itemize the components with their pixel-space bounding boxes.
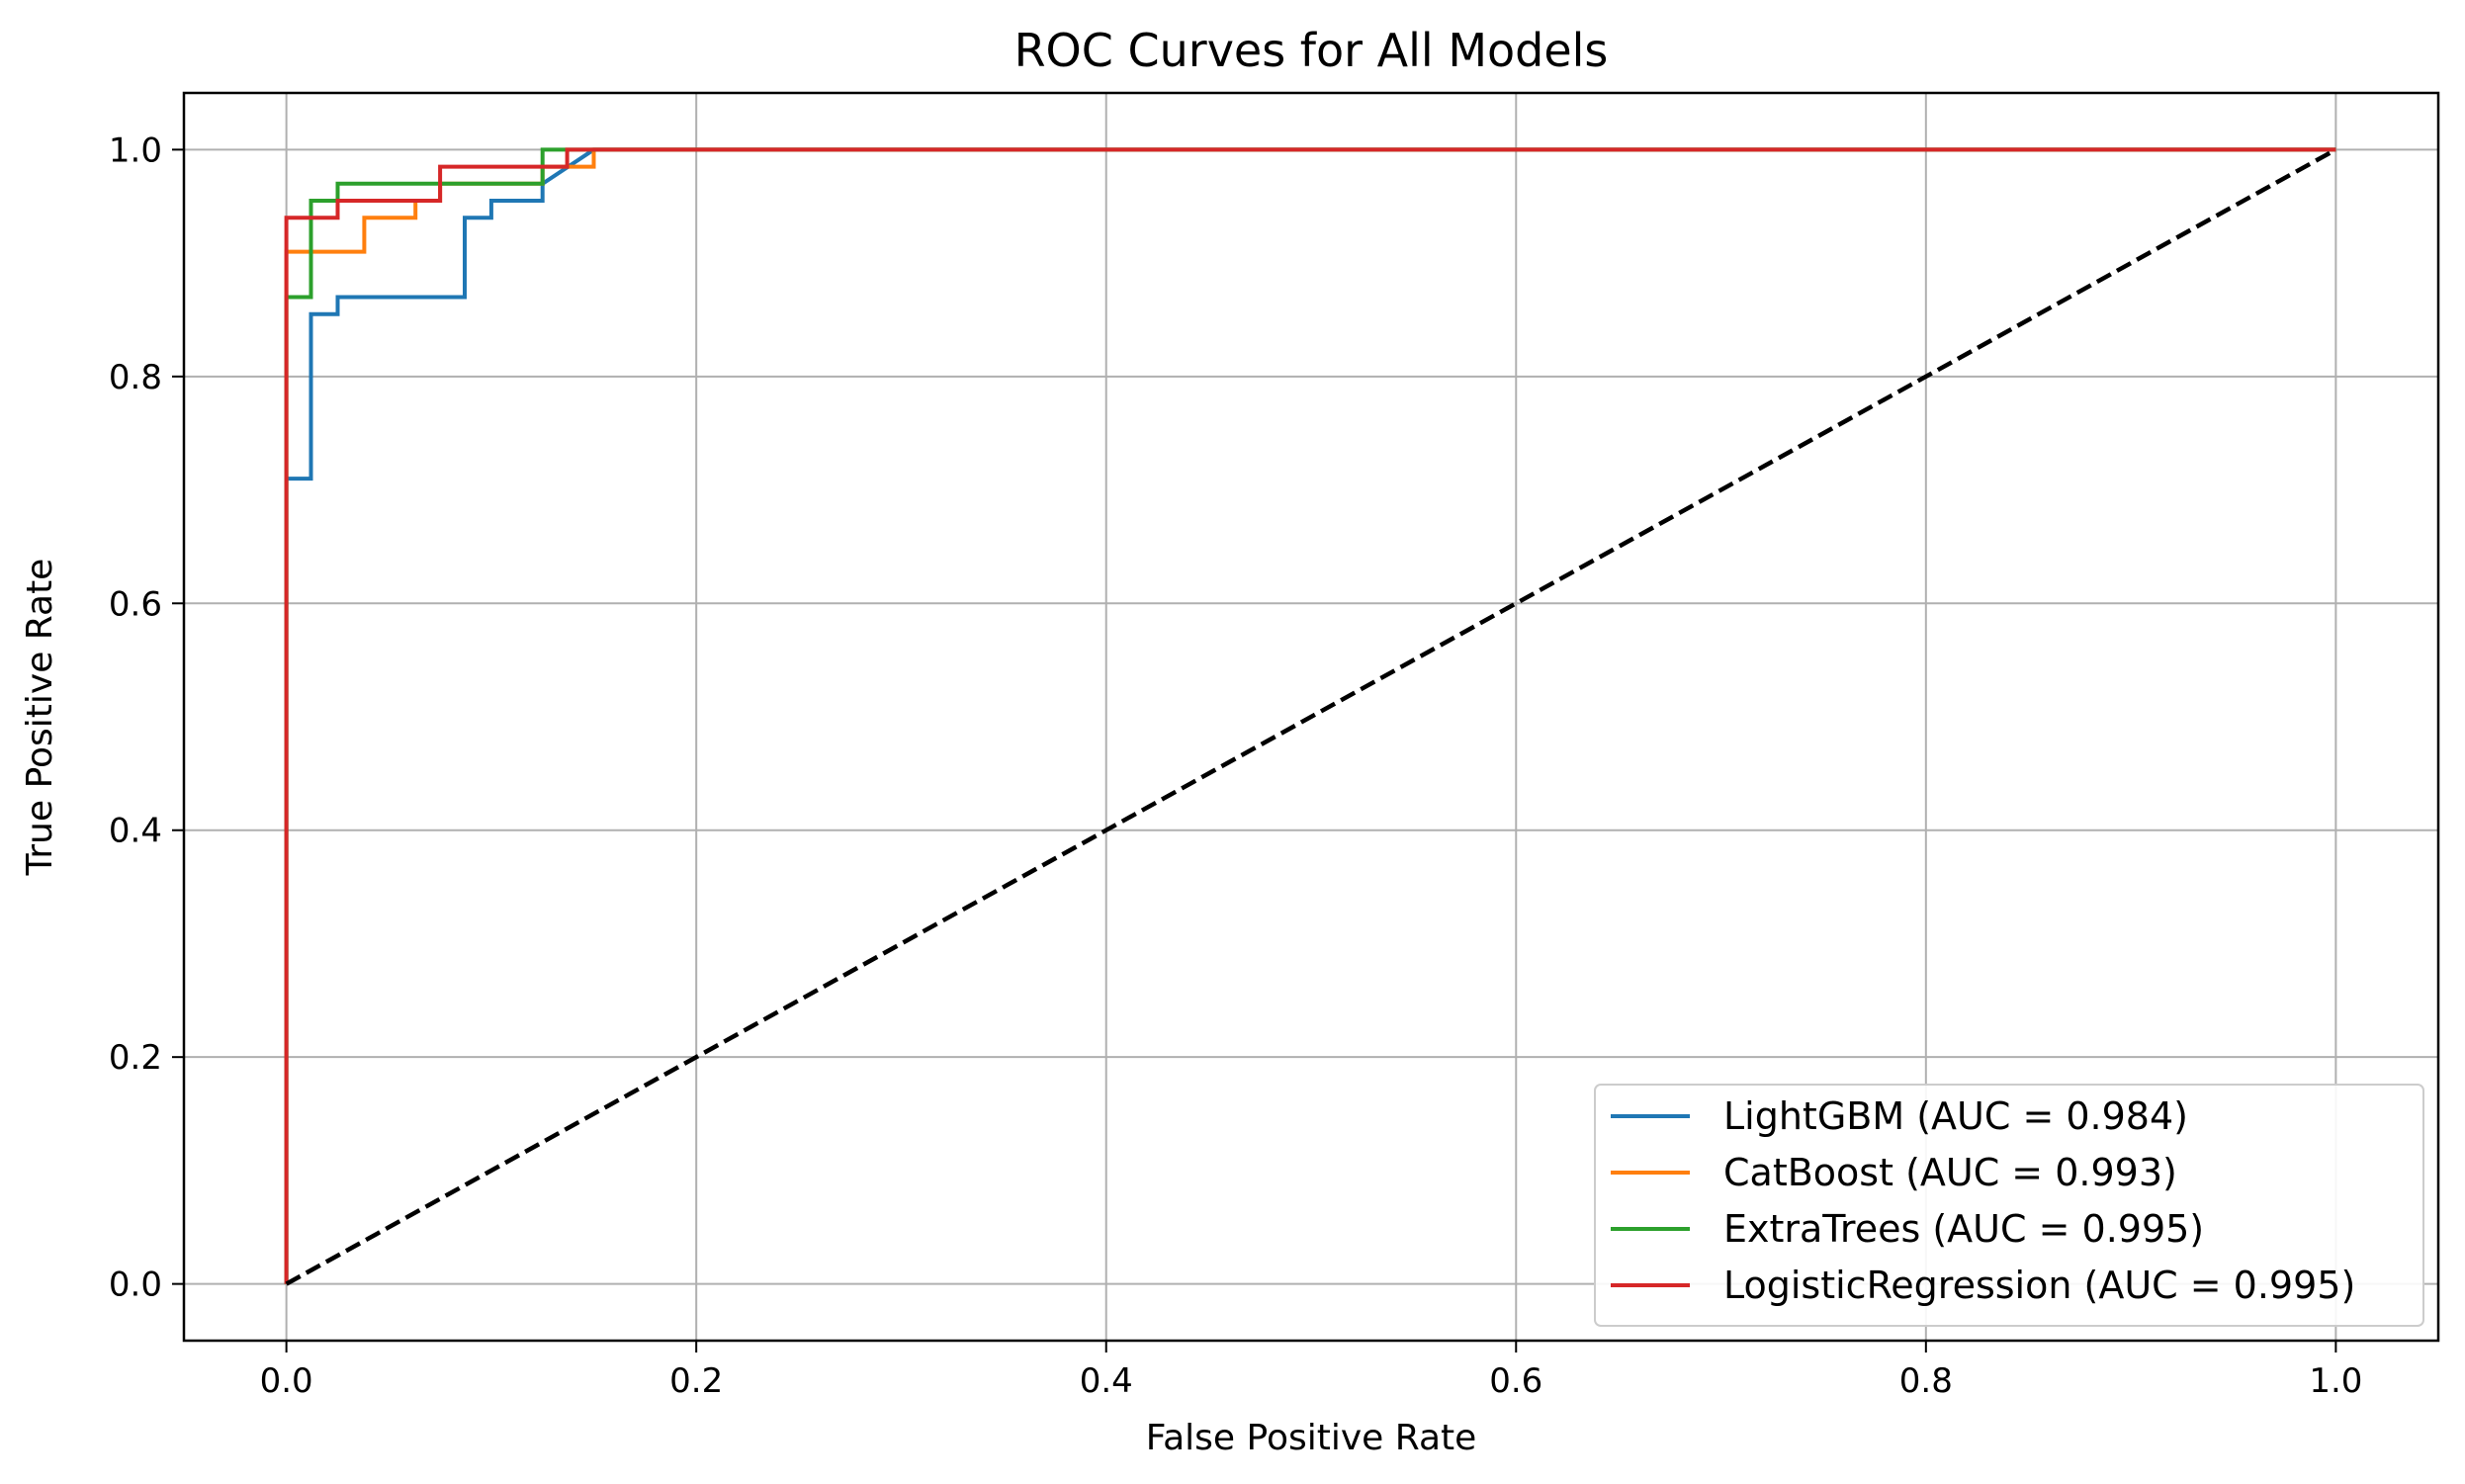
roc-curve-logisticregression	[284, 147, 2336, 1284]
legend-label: LightGBM (AUC = 0.984)	[1723, 1094, 2188, 1138]
y-tick-label: 0.8	[109, 358, 162, 397]
plot-frame	[182, 91, 2440, 1343]
y-tick-label: 1.0	[109, 131, 162, 170]
y-tick-label: 0.4	[109, 812, 162, 851]
legend-label: CatBoost (AUC = 0.993)	[1723, 1151, 2177, 1194]
x-tick-label: 0.8	[1899, 1361, 1953, 1401]
legend-label: ExtraTrees (AUC = 0.995)	[1723, 1207, 2204, 1251]
y-axis-label: True Positive Rate	[20, 559, 60, 877]
x-axis-label: False Positive Rate	[1146, 1418, 1477, 1458]
legend-label: LogisticRegression (AUC = 0.995)	[1723, 1264, 2355, 1307]
tick-layer: 0.0 0.2 0.4 0.6 0.8 1.0 0.0 0.2 0.4 0.6 0.8 1.0	[109, 131, 2362, 1401]
chance-reference-line	[285, 147, 2337, 1286]
x-tick-label: 0.4	[1080, 1361, 1133, 1401]
y-tick-label: 0.6	[109, 584, 162, 624]
chart-title: ROC Curves for All Models	[1014, 24, 1609, 77]
x-tick-label: 0.0	[260, 1361, 313, 1401]
x-tick-label: 0.2	[669, 1361, 723, 1401]
y-tick-label: 0.2	[109, 1038, 162, 1078]
legend: LightGBM (AUC = 0.984) CatBoost (AUC = 0.…	[1594, 1084, 2424, 1327]
x-tick-label: 1.0	[2309, 1361, 2362, 1401]
series-layer	[284, 147, 2337, 1286]
x-tick-label: 0.6	[1489, 1361, 1542, 1401]
roc-curve-lightgbm	[284, 147, 2336, 1284]
legend-box	[1594, 1084, 2424, 1327]
y-tick-label: 0.0	[109, 1266, 162, 1305]
